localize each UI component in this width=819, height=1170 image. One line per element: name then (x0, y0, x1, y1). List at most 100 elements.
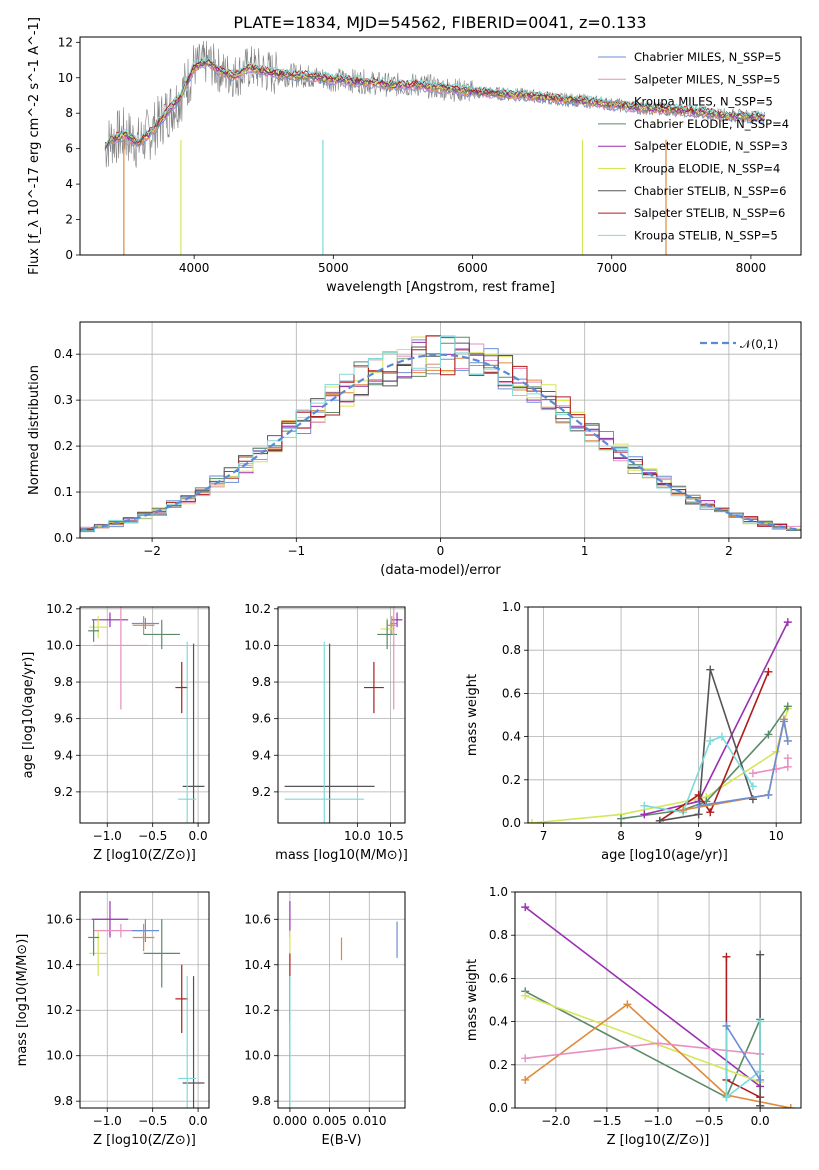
x-tick-label: 7000 (596, 261, 627, 275)
errorbar-point (88, 619, 100, 642)
y-tick-label: 9.8 (54, 675, 73, 689)
y-tick-label: 0.6 (489, 971, 508, 985)
y-tick-label: 9.2 (54, 785, 73, 799)
y-tick-label: 10.4 (46, 958, 73, 972)
x-tick-label: 0 (437, 544, 445, 558)
series-line (725, 1021, 761, 1099)
plus-marker (722, 1021, 731, 1030)
y-tick-label: 0.1 (54, 485, 73, 499)
y-tick-label: 9.8 (252, 1094, 271, 1108)
x-axis-label: age [log10(age/yr)] (601, 848, 728, 863)
axes-frame (527, 606, 802, 824)
spectrum-panel: 4000 5000 6000 7000 8000 0 2 4 6 8 10 12 wavelength … (27, 17, 802, 295)
axes-frame (79, 606, 210, 824)
y-tick-label: 10.2 (46, 602, 73, 616)
x-tick-label: −0.5 (138, 829, 167, 843)
series-line (644, 621, 789, 816)
y-tick-label: 0.8 (502, 643, 521, 657)
series-line (524, 906, 761, 1088)
y-tick-label: 10.0 (244, 1049, 271, 1063)
axes-frame (79, 36, 802, 256)
x-tick-label: −1.0 (93, 1114, 122, 1128)
y-tick-label: 10.2 (244, 1003, 271, 1017)
plus-marker (764, 730, 773, 739)
y-tick-label: 0.4 (502, 730, 521, 744)
legend-label: Kroupa STELIB, N_SSP=5 (634, 228, 778, 242)
axes-frame (79, 891, 210, 1109)
errorbar-point (284, 641, 364, 823)
plus-marker (694, 790, 703, 799)
mass-weight-vs-Z-panel: −2.0 −1.5 −1.0 −0.5 0.0 0.0 0.2 0.4 0.6 0.8 1.0 Z [… (465, 885, 802, 1148)
plus-marker (528, 819, 536, 823)
x-tick-label: −2 (143, 544, 161, 558)
plus-marker (706, 808, 715, 817)
y-tick-label: 1.0 (489, 885, 508, 899)
plus-marker (748, 769, 757, 778)
y-axis-label: Normed distribution (27, 365, 42, 495)
x-tick-label: −0.5 (695, 1114, 724, 1128)
y-tick-label: 0.0 (489, 1101, 508, 1115)
y-tick-label: 0.6 (502, 686, 521, 700)
errorbar-point (132, 616, 155, 635)
x-axis-label: E(B-V) (321, 1133, 361, 1148)
series-line (752, 758, 789, 775)
errorbar-point (178, 641, 197, 823)
x-tick-label: 0.000 (273, 1114, 307, 1128)
x-axis-label: mass [log10(M/M⊙)] (275, 848, 408, 863)
plus-marker (655, 816, 664, 823)
y-tick-label: 0.3 (54, 393, 73, 407)
plus-marker (756, 950, 765, 959)
axes-frame (277, 606, 406, 824)
legend-label: Chabrier MILES, N_SSP=5 (634, 50, 781, 64)
y-tick-label: 9.6 (252, 712, 271, 726)
y-tick-label: 10 (58, 71, 73, 85)
errorbar-point (89, 616, 108, 639)
x-axis-label: wavelength [Angstrom, rest frame] (326, 280, 555, 295)
x-tick-label: 0.0 (751, 1114, 770, 1128)
series-line (659, 669, 754, 822)
plus-marker (654, 1039, 662, 1048)
legend-label: Kroupa MILES, N_SSP=5 (634, 95, 773, 109)
errorbar-point (132, 923, 155, 952)
plus-marker (722, 1093, 731, 1102)
errorbar-point (89, 930, 108, 977)
legend-label: Salpeter MILES, N_SSP=5 (634, 72, 780, 86)
errorbar-point (175, 964, 189, 1033)
y-tick-label: 2 (65, 213, 73, 227)
x-tick-label: −1.0 (643, 1114, 672, 1128)
plus-marker (779, 717, 788, 726)
series-line (531, 708, 789, 823)
y-tick-label: 0.0 (502, 816, 521, 830)
series (655, 667, 773, 823)
series (694, 717, 792, 810)
x-tick-label: 10.0 (344, 829, 371, 843)
plus-marker (623, 1000, 632, 1009)
y-tick-label: 0.4 (54, 347, 73, 361)
plus-marker (521, 1075, 530, 1084)
x-tick-label: 9 (695, 829, 703, 843)
x-tick-label: 6000 (457, 261, 488, 275)
y-tick-label: 12 (58, 35, 73, 49)
series (748, 754, 792, 778)
series (655, 665, 757, 823)
x-tick-label: 0.0 (189, 829, 208, 843)
errorbar-point (143, 919, 180, 988)
plus-marker (756, 1101, 765, 1108)
mass-vs-Z-panel: −1.0 −0.5 0.0 9.8 10.0 10.2 10.4 10.6 Z [log10(Z… (15, 891, 210, 1148)
x-tick-label: −1.5 (592, 1114, 621, 1128)
x-axis-label: Z [log10(Z/Z⊙)] (93, 848, 196, 863)
x-tick-label: 8000 (736, 261, 767, 275)
axes-frame (79, 321, 802, 539)
plus-marker (521, 903, 530, 912)
plus-marker (706, 736, 715, 745)
errorbar-point (131, 617, 160, 629)
y-tick-label: 0.2 (489, 1058, 508, 1072)
x-tick-label: 0.005 (312, 1114, 346, 1128)
model-spectrum (104, 56, 766, 146)
plus-marker (783, 736, 792, 745)
y-tick-label: 10.4 (244, 958, 271, 972)
y-tick-label: 0.2 (54, 439, 73, 453)
errorbar-point (93, 607, 149, 710)
y-tick-label: 10.6 (244, 912, 271, 926)
